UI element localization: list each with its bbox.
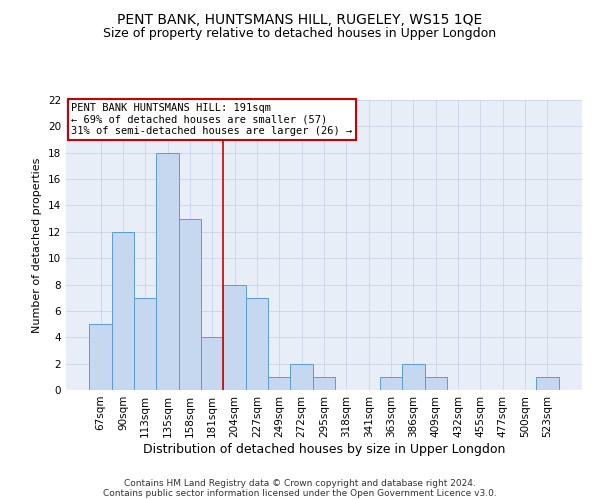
Bar <box>536 377 559 390</box>
Bar <box>268 377 290 390</box>
Bar <box>89 324 112 390</box>
Bar <box>134 298 157 390</box>
Bar <box>402 364 425 390</box>
Text: Contains public sector information licensed under the Open Government Licence v3: Contains public sector information licen… <box>103 488 497 498</box>
Y-axis label: Number of detached properties: Number of detached properties <box>32 158 43 332</box>
Bar <box>201 338 223 390</box>
Text: PENT BANK, HUNTSMANS HILL, RUGELEY, WS15 1QE: PENT BANK, HUNTSMANS HILL, RUGELEY, WS15… <box>118 12 482 26</box>
Bar <box>179 218 201 390</box>
Bar <box>290 364 313 390</box>
Bar <box>112 232 134 390</box>
Text: Size of property relative to detached houses in Upper Longdon: Size of property relative to detached ho… <box>103 28 497 40</box>
Bar <box>380 377 402 390</box>
Bar <box>425 377 447 390</box>
Bar <box>313 377 335 390</box>
Text: Contains HM Land Registry data © Crown copyright and database right 2024.: Contains HM Land Registry data © Crown c… <box>124 478 476 488</box>
Bar <box>246 298 268 390</box>
Bar <box>157 152 179 390</box>
Bar <box>223 284 246 390</box>
X-axis label: Distribution of detached houses by size in Upper Longdon: Distribution of detached houses by size … <box>143 442 505 456</box>
Text: PENT BANK HUNTSMANS HILL: 191sqm
← 69% of detached houses are smaller (57)
31% o: PENT BANK HUNTSMANS HILL: 191sqm ← 69% o… <box>71 103 352 136</box>
